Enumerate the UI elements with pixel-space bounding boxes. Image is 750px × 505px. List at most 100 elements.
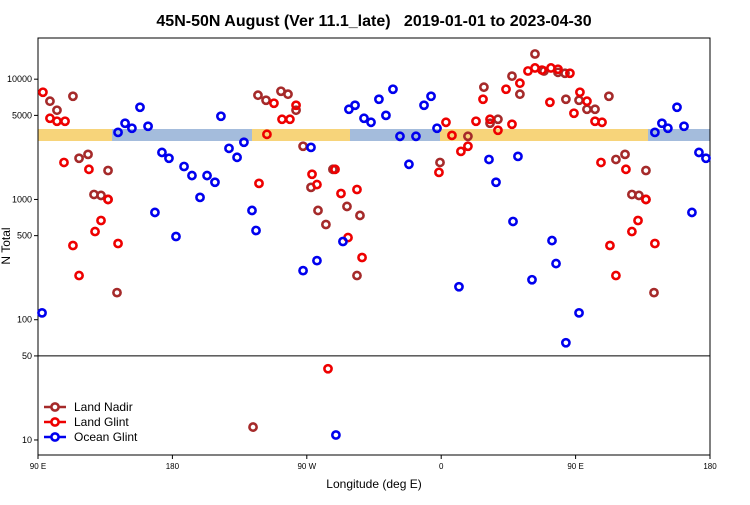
y-tick-label: 1000 bbox=[12, 194, 32, 204]
data-point bbox=[254, 178, 264, 189]
x-tick-label: 180 bbox=[703, 462, 717, 471]
data-point bbox=[404, 159, 414, 170]
data-point bbox=[251, 225, 261, 236]
data-point bbox=[621, 164, 631, 175]
data-point bbox=[359, 113, 369, 124]
chart-title: 45N-50N August (Ver 11.1_late) 2019-01-0… bbox=[156, 13, 591, 30]
data-point bbox=[582, 96, 592, 107]
y-tick-label: 5000 bbox=[12, 110, 32, 120]
data-point bbox=[447, 130, 457, 141]
data-point bbox=[560, 94, 571, 105]
data-point bbox=[611, 270, 621, 281]
data-point bbox=[179, 161, 189, 172]
data-point bbox=[216, 111, 226, 122]
data-point bbox=[419, 100, 429, 111]
data-point bbox=[596, 157, 606, 168]
data-point bbox=[491, 177, 501, 188]
x-tick-label: 90 E bbox=[567, 462, 583, 471]
y-axis-label: N Total bbox=[0, 227, 13, 264]
data-point bbox=[545, 97, 555, 108]
data-point bbox=[74, 153, 84, 164]
land-ocean-strip bbox=[38, 129, 710, 141]
data-point bbox=[37, 307, 47, 318]
data-point bbox=[239, 137, 249, 148]
data-point bbox=[59, 157, 69, 168]
legend-label: Land Glint bbox=[74, 415, 129, 429]
data-point bbox=[224, 143, 234, 154]
data-point bbox=[103, 165, 113, 176]
data-point bbox=[127, 123, 137, 134]
data-point bbox=[604, 91, 614, 102]
data-point bbox=[485, 118, 495, 129]
data-point bbox=[52, 105, 62, 116]
data-point bbox=[253, 90, 263, 101]
data-point bbox=[381, 110, 391, 121]
data-point bbox=[38, 87, 48, 98]
data-point bbox=[485, 114, 495, 125]
data-point bbox=[575, 87, 585, 98]
legend-label: Land Nadir bbox=[74, 400, 133, 414]
data-point bbox=[597, 117, 607, 128]
data-point bbox=[530, 49, 540, 59]
data-point bbox=[357, 252, 367, 263]
data-point bbox=[441, 117, 451, 128]
data-point bbox=[45, 96, 55, 107]
data-point bbox=[298, 265, 308, 276]
data-point bbox=[463, 131, 473, 142]
data-point bbox=[120, 118, 130, 129]
data-point bbox=[312, 255, 322, 266]
data-point bbox=[565, 68, 575, 79]
data-point bbox=[649, 238, 660, 249]
y-tick-label: 500 bbox=[17, 231, 32, 241]
legend-marker bbox=[50, 417, 60, 427]
data-point bbox=[291, 100, 301, 111]
legend-label: Ocean Glint bbox=[74, 430, 138, 444]
data-point bbox=[164, 153, 174, 164]
data-point bbox=[330, 164, 340, 175]
data-point bbox=[96, 190, 106, 201]
data-point bbox=[553, 64, 563, 75]
data-point bbox=[338, 236, 348, 247]
data-point bbox=[283, 89, 293, 100]
data-point bbox=[157, 147, 167, 158]
data-point bbox=[247, 205, 257, 216]
data-point bbox=[135, 102, 145, 113]
data-point bbox=[323, 363, 333, 374]
data-point bbox=[366, 117, 376, 128]
data-point bbox=[307, 169, 317, 180]
data-point bbox=[113, 127, 123, 138]
data-point bbox=[143, 121, 153, 132]
data-point bbox=[657, 118, 667, 129]
data-point bbox=[501, 84, 511, 95]
data-point bbox=[687, 207, 697, 218]
data-point bbox=[493, 125, 503, 136]
data-point bbox=[285, 114, 295, 125]
data-point bbox=[694, 147, 704, 158]
data-point bbox=[508, 216, 518, 227]
data-point bbox=[434, 167, 444, 178]
data-point bbox=[484, 154, 494, 165]
x-tick-label: 90 W bbox=[297, 462, 316, 471]
data-point bbox=[634, 190, 644, 201]
data-point bbox=[171, 231, 181, 242]
data-point bbox=[232, 152, 242, 163]
data-point bbox=[662, 123, 673, 134]
data-point bbox=[150, 207, 160, 218]
land-band bbox=[38, 129, 112, 141]
data-point bbox=[626, 226, 637, 237]
data-point bbox=[306, 142, 316, 153]
data-point bbox=[633, 215, 643, 226]
data-point bbox=[342, 201, 352, 212]
x-tick-label: 180 bbox=[166, 462, 180, 471]
data-point bbox=[620, 149, 630, 160]
plot-frame bbox=[37, 37, 711, 456]
data-point bbox=[551, 258, 561, 269]
data-point bbox=[350, 100, 360, 111]
land-band bbox=[252, 129, 350, 141]
data-point bbox=[454, 281, 464, 292]
data-point bbox=[112, 287, 122, 298]
data-point bbox=[60, 116, 70, 127]
data-point bbox=[374, 94, 384, 105]
data-point bbox=[569, 108, 579, 119]
ocean-band bbox=[648, 129, 710, 141]
